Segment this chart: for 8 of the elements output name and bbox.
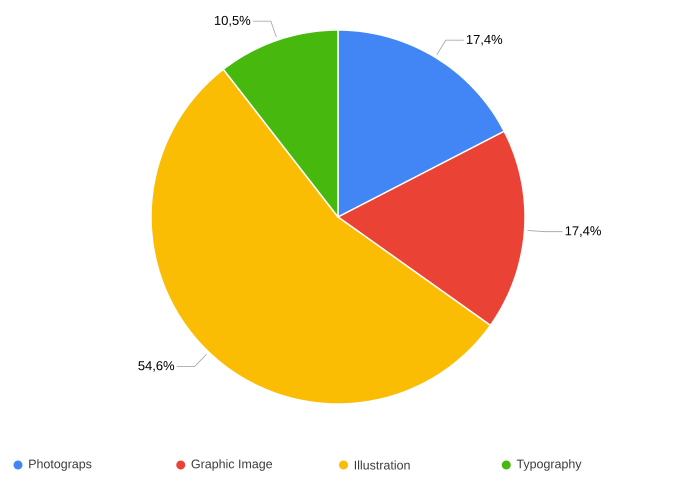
data-label: 10,5% — [214, 16, 250, 27]
data-label: 17,4% — [566, 226, 601, 237]
data-label: 17,4% — [466, 34, 502, 46]
data-label: 54,6% — [138, 361, 174, 372]
legend-label: Photograps — [29, 459, 92, 471]
legend-label: Graphic Image — [192, 459, 272, 471]
legend-label: Typography — [516, 459, 582, 471]
legend-label: Illustration — [354, 460, 410, 470]
